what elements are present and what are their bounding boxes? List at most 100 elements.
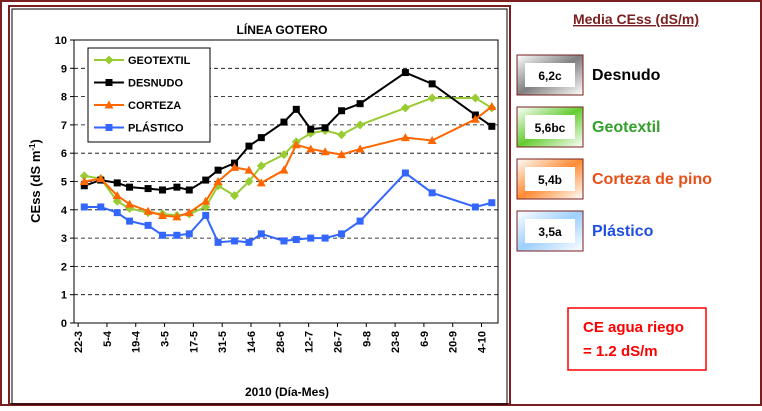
marker (112, 191, 122, 200)
x-axis-label: 2010 (Día-Mes) (245, 385, 329, 399)
x-tick-label: 3-5 (160, 331, 172, 347)
marker (279, 150, 289, 160)
marker (184, 208, 194, 217)
marker (230, 191, 240, 201)
marker (355, 144, 365, 153)
marker (401, 69, 409, 77)
x-tick-label: 5-4 (102, 330, 114, 347)
marker (144, 185, 152, 193)
marker (172, 212, 182, 221)
marker (307, 125, 315, 133)
marker (144, 221, 152, 229)
marker (185, 186, 193, 194)
y-tick-label: 7 (61, 120, 67, 132)
marker (428, 189, 436, 197)
mean-name: Corteza de pino (592, 171, 712, 188)
mean-label: 5,4b (538, 173, 562, 187)
marker (159, 231, 167, 239)
x-tick-label: 19-4 (131, 330, 143, 353)
marker (79, 177, 89, 185)
x-tick-label: 20-9 (448, 331, 460, 353)
marker (257, 230, 265, 238)
y-tick-label: 4 (61, 205, 68, 217)
marker (338, 230, 346, 238)
y-tick-label: 6 (61, 148, 67, 160)
legend-label: GEOTEXTIL (128, 55, 191, 67)
marker (80, 182, 88, 190)
marker (105, 124, 113, 131)
marker (488, 122, 496, 130)
x-tick-label: 6-9 (419, 331, 431, 347)
mean-label-bg (525, 219, 575, 243)
marker (96, 174, 106, 183)
marker (231, 237, 239, 245)
y-label-sup: -1 (28, 143, 37, 151)
marker (126, 217, 134, 225)
y-label-text: CEss (dS m (28, 151, 43, 223)
marker (401, 169, 409, 177)
mean-label: 6,2c (538, 69, 562, 83)
marker (292, 105, 300, 113)
y-tick-label: 10 (55, 35, 67, 47)
chart-title: LÍNEA GOTERO (237, 22, 328, 37)
marker (306, 144, 316, 153)
marker (471, 203, 479, 211)
marker (79, 171, 89, 181)
marker (214, 238, 222, 246)
marker (321, 234, 329, 242)
note-line: CE agua riego (583, 319, 684, 336)
x-tick-label: 31-5 (217, 331, 229, 353)
marker (202, 176, 210, 184)
marker (201, 196, 211, 205)
marker (292, 236, 300, 244)
marker (280, 118, 288, 126)
marker (245, 238, 253, 246)
mean-name: Desnudo (592, 67, 661, 84)
marker (257, 134, 265, 142)
marker (338, 107, 346, 115)
marker (158, 210, 168, 219)
mean-label: 5,6bc (535, 121, 566, 135)
marker (256, 178, 266, 187)
marker (427, 93, 437, 103)
x-tick-label: 14-6 (246, 331, 258, 353)
marker (173, 231, 181, 239)
x-tick-label: 4-10 (477, 331, 489, 353)
mean-label-bg (525, 167, 575, 191)
chart-inner-frame (11, 8, 508, 405)
marker (126, 183, 134, 191)
marker (125, 199, 135, 208)
marker (307, 234, 315, 242)
marker (97, 203, 105, 211)
marker (337, 130, 347, 140)
marker (279, 165, 289, 174)
x-tick-label: 26-7 (332, 331, 344, 353)
marker (244, 177, 254, 186)
marker (245, 142, 253, 150)
mean-name: Geotextil (592, 119, 660, 136)
marker (202, 211, 210, 219)
y-tick-label: 8 (61, 92, 67, 104)
marker (470, 93, 480, 103)
x-tick-label: 23-8 (390, 331, 402, 353)
y-axis-label: CEss (dS m-1) (28, 139, 43, 223)
y-tick-label: 2 (61, 261, 67, 273)
marker (143, 206, 153, 215)
marker (230, 162, 240, 171)
legend-label: CORTEZA (128, 100, 181, 112)
marker (104, 55, 114, 65)
marker (321, 124, 329, 132)
marker (113, 179, 121, 187)
marker (213, 177, 223, 185)
marker (159, 186, 167, 194)
marker (80, 203, 88, 211)
x-tick-label: 17-5 (188, 331, 200, 353)
legend-label: DESNUDO (128, 78, 183, 90)
x-tick-label: 28-6 (275, 331, 287, 353)
y-tick-label: 0 (61, 318, 67, 330)
marker (113, 209, 121, 217)
y-tick-label: 9 (61, 63, 67, 75)
y-tick-label: 5 (61, 177, 67, 189)
